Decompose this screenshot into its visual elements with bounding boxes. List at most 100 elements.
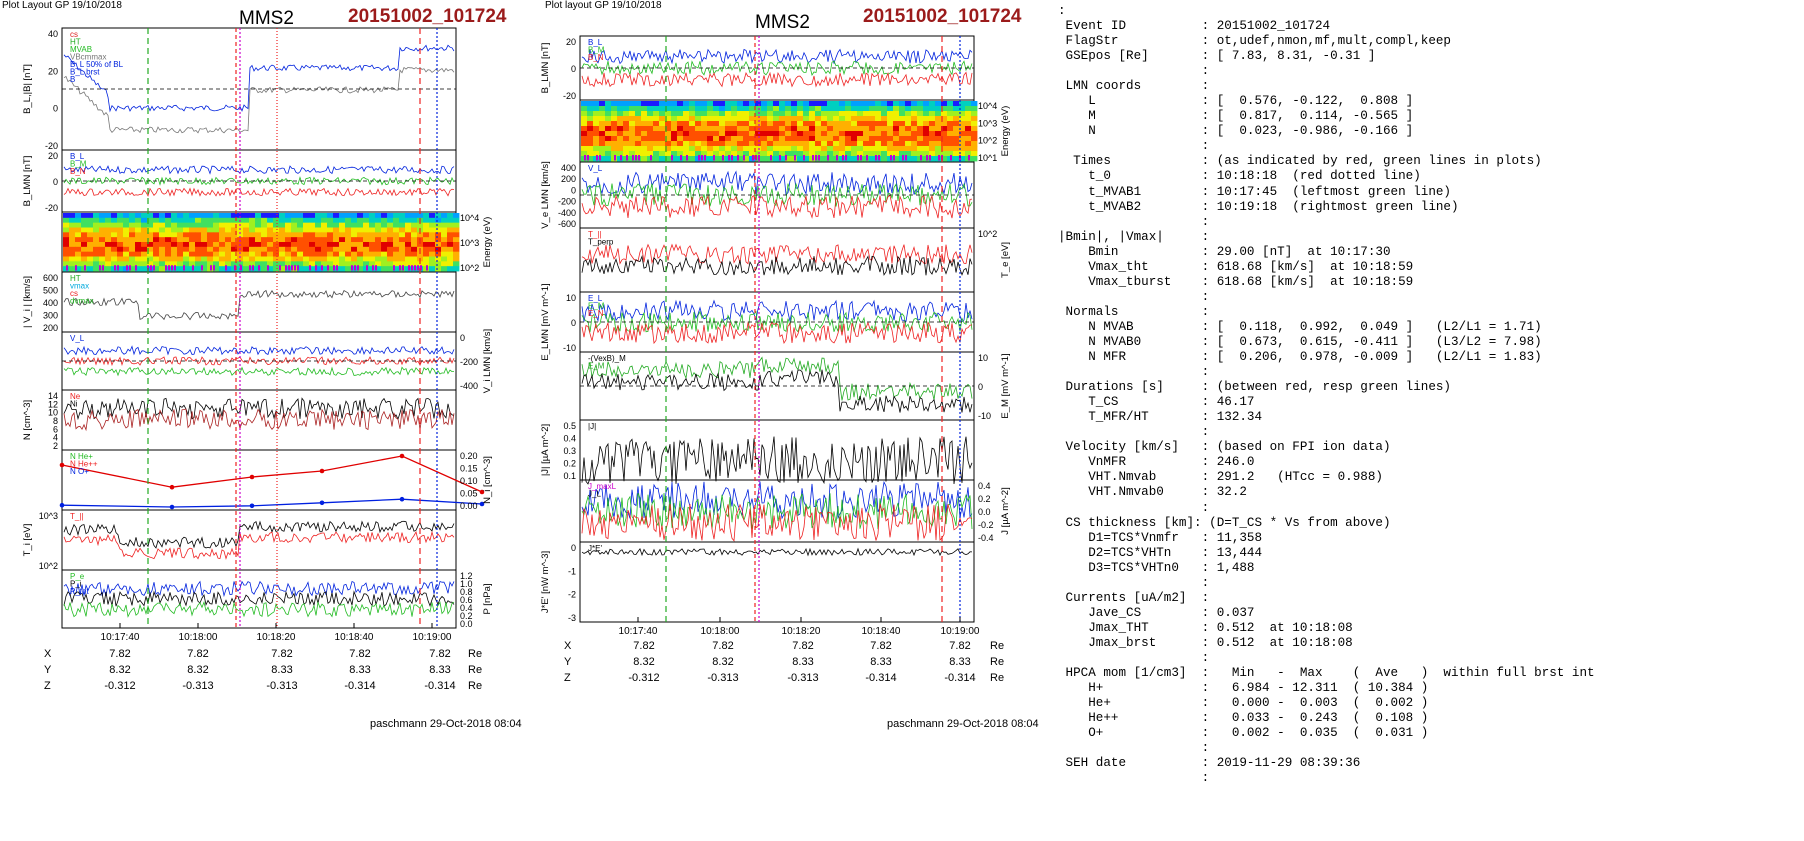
- x-tick-label: 10:17:40: [619, 626, 658, 637]
- legend-entry: T_||: [70, 512, 84, 521]
- panel-7: 0.20 0.15 0.10 0.05 0.00 N_i [cm^-3] N He+N He…: [59, 449, 493, 511]
- y-tick-label: 6: [53, 424, 58, 434]
- left-footer: paschmann 29-Oct-2018 08:04: [370, 718, 522, 730]
- y-axis-label: T_i [eV]: [22, 524, 33, 557]
- y-tick-label: 0.2: [563, 459, 576, 469]
- legend-entry: B_M: [588, 46, 605, 55]
- coord-unit: Re: [990, 656, 1005, 668]
- coord-value: 8.32: [109, 664, 131, 676]
- data-point: [479, 501, 485, 507]
- data-point: [399, 496, 405, 502]
- data-point: [249, 503, 255, 509]
- series-line: [63, 530, 455, 560]
- legend-entry: B_M: [70, 160, 87, 169]
- y-axis-label: Energy (eV): [1000, 106, 1010, 157]
- y-tick-label: 200: [43, 323, 58, 333]
- summary-line: :: [1058, 139, 1210, 154]
- series-line: [581, 170, 973, 196]
- coord-value: -0.313: [787, 672, 819, 684]
- coord-value: -0.312: [104, 680, 136, 692]
- summary-line: t_0 : 10:18:18 (red dotted line): [1058, 169, 1421, 184]
- middle-footer: paschmann 29-Oct-2018 08:04: [887, 718, 1039, 730]
- coord-unit: Re: [468, 680, 483, 692]
- series-line: [63, 397, 455, 421]
- data-point: [169, 504, 175, 510]
- series-line: [63, 44, 455, 113]
- coord-label: Z: [44, 680, 51, 692]
- y-tick-label: 1.2: [460, 571, 473, 581]
- summary-line: Jmax_brst : 0.512 at 10:18:08: [1058, 635, 1353, 650]
- coord-value: 8.33: [349, 664, 371, 676]
- legend-entry: T_perp: [588, 238, 614, 247]
- legend-entry: P_i: [70, 580, 82, 589]
- data-point: [319, 500, 325, 506]
- y-tick-label: 14: [48, 391, 58, 401]
- y-axis-label: |J| [µA m^-2]: [540, 424, 551, 476]
- summary-line: t_MVAB1 : 10:17:45 (leftmost green line): [1058, 184, 1451, 199]
- left-coords-table: X 7.82 7.82 7.82 7.82 7.82 Re Y 8.32 8.32 8.33 8.33…: [0, 648, 520, 698]
- x-tick-label: 10:18:00: [179, 632, 218, 643]
- y-tick-label: 20: [48, 66, 58, 76]
- panel-5: 10 0 -10 E_LMN [mV m^-1] E_LE_ME_N: [540, 283, 975, 361]
- legend-entry: E_N: [588, 309, 604, 318]
- summary-line: Vmax_tburst : 618.68 [km/s] at 10:18:59: [1058, 274, 1414, 289]
- y-axis-label: B_LMN [nT]: [22, 156, 33, 207]
- y-axis-label: B_LMN [nT]: [540, 43, 551, 94]
- summary-line: N : [ 0.023, -0.986, -0.166 ]: [1058, 124, 1414, 139]
- coord-value: 7.82: [712, 640, 734, 652]
- legend-entry: |J|: [588, 422, 596, 431]
- y-tick-label: 10: [566, 293, 576, 303]
- legend-entry: B_L: [588, 38, 603, 47]
- y-tick-label: 0.0: [460, 619, 473, 629]
- y-tick-label: 0.15: [460, 464, 478, 474]
- panel-2: 20 0 -20 B_LMN [nT] B_LB_MB_N: [22, 149, 457, 213]
- y-tick-label: 0.00: [460, 501, 478, 511]
- series-line: [63, 520, 455, 549]
- legend-entry: N He+: [70, 452, 93, 461]
- x-tick-label: 10:18:40: [335, 632, 374, 643]
- summary-line: Bmin : 29.00 [nT] at 10:17:30: [1058, 244, 1391, 259]
- series-line: [581, 547, 973, 557]
- legend-entry: B_L brst: [70, 68, 100, 77]
- summary-line: He+ : 0.000 - 0.003 ( 0.002 ): [1058, 696, 1429, 711]
- summary-line: VnMFR : 246.0: [1058, 455, 1255, 470]
- panel-frame: [579, 541, 975, 623]
- legend-entry: Ne: [70, 392, 81, 401]
- spacecraft-title-2: MMS2: [755, 12, 810, 33]
- series-line: [63, 366, 455, 377]
- coord-value: -0.314: [865, 672, 897, 684]
- y-tick-label: 0.4: [460, 603, 473, 613]
- spacecraft-title: MMS2: [239, 8, 294, 29]
- summary-top-mark: :: [1058, 4, 1066, 18]
- y-tick-label: 200: [561, 174, 576, 184]
- series-line: [581, 503, 973, 542]
- y-tick-label: 0: [571, 318, 576, 328]
- plot-layout-label-2: Plot layout GP 19/10/2018: [545, 0, 662, 11]
- coord-value: 8.33: [429, 664, 451, 676]
- summary-line: :: [1058, 650, 1210, 665]
- x-tick-label: 10:18:20: [782, 626, 821, 637]
- summary-line: :: [1058, 289, 1210, 304]
- summary-line: :: [1058, 500, 1210, 515]
- plot-layout-label: Plot Layout GP 19/10/2018: [2, 0, 122, 11]
- summary-line: He++ : 0.033 - 0.243 ( 0.108 ): [1058, 711, 1429, 726]
- summary-line: :: [1058, 575, 1210, 590]
- legend-entry: cs: [70, 30, 78, 39]
- x-tick-label: 10:18:40: [862, 626, 901, 637]
- y-tick-label: -20: [563, 91, 576, 101]
- panel-9: 0 -1 -2 -3 J*E' [nW m^-3] J*E': [540, 541, 975, 623]
- y-tick-label: 20: [48, 151, 58, 161]
- panel-frame: [61, 449, 457, 511]
- series-line: [63, 165, 455, 175]
- series-line: [581, 60, 973, 77]
- y-tick-label: 0.1: [563, 471, 576, 481]
- coord-value: -0.313: [182, 680, 214, 692]
- summary-line: Normals :: [1058, 304, 1210, 319]
- summary-line: M : [ 0.817, 0.114, -0.565 ]: [1058, 109, 1414, 124]
- y-tick-label: -600: [558, 219, 576, 229]
- panel-frame: [61, 389, 457, 451]
- legend-entry: HT: [70, 38, 81, 47]
